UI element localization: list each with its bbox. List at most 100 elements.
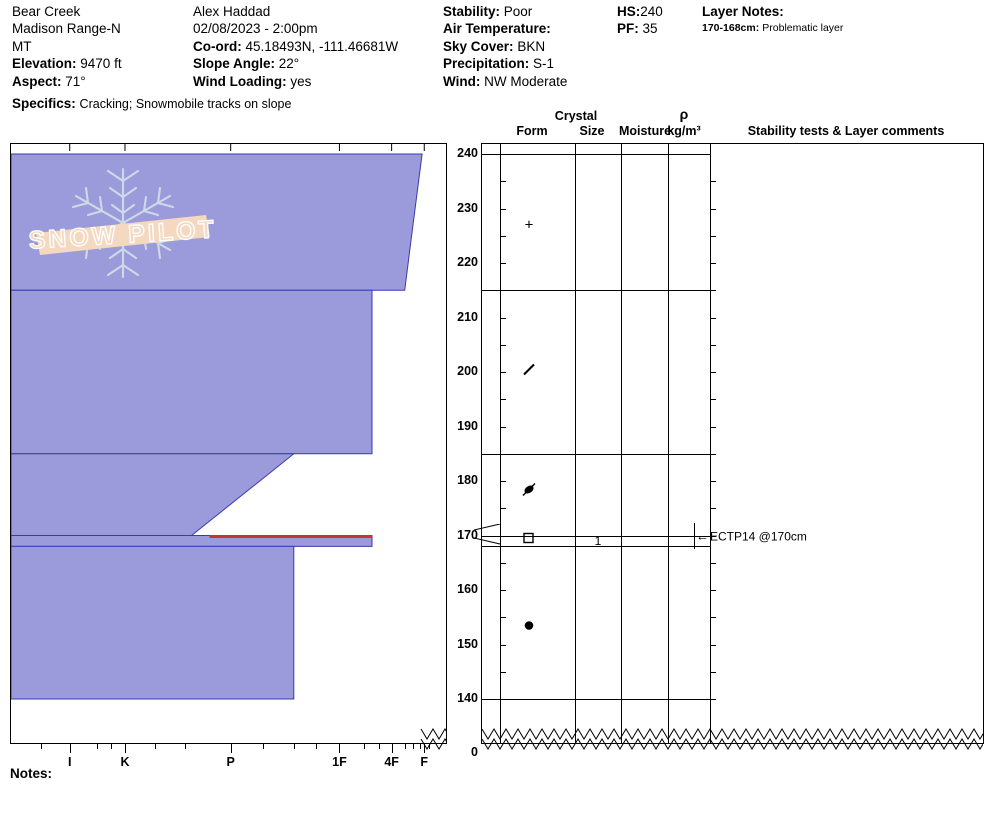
depth-label-140: 140 (457, 691, 478, 705)
crystal-symbol-faceted-crystals (523, 532, 536, 550)
density-depth-tick (710, 617, 716, 619)
density-depth-tick (710, 208, 716, 210)
layer-notes-title: Layer Notes: (702, 4, 784, 19)
column-title-density-symbol: ρ (679, 106, 689, 122)
table-depth-tick (500, 208, 506, 210)
aspect-row: Aspect: 71° (12, 73, 86, 89)
elevation-row: Elevation: 9470 ft (12, 56, 122, 72)
snow-layer-2 (10, 453, 296, 536)
table-column-rule-3 (668, 144, 669, 743)
depth-label-200: 200 (457, 364, 478, 378)
table-column-rule-0 (500, 144, 501, 743)
layer-boundary-185 (482, 453, 710, 455)
layer-boundary-240 (482, 154, 710, 155)
plot-axis-break-zigzag (420, 728, 446, 750)
hardness-tick (339, 744, 341, 753)
profile-header: Bear Creek Madison Range-N MT Elevation:… (0, 0, 994, 115)
hardness-axis: I K P 1F 4F F (10, 744, 448, 774)
axis-break-zigzag (482, 728, 983, 750)
table-column-rule-2 (621, 144, 622, 743)
coordinates-row: Co-ord: 45.18493N, -111.46681W (193, 38, 399, 54)
stability-test-label: ←ECTP14 @170cm (696, 528, 807, 543)
table-depth-tick (500, 671, 506, 673)
depth-label-160: 160 (457, 582, 478, 596)
crystal-symbol-rounded-grains (523, 619, 536, 637)
density-depth-tick (710, 344, 716, 346)
depth-label-150: 150 (457, 636, 478, 651)
snow-layer-1 (10, 289, 373, 455)
header-layer-notes-column: Layer Notes: 170-168cm: Problematic laye… (702, 3, 843, 34)
depth-label-230: 230 (457, 200, 478, 215)
table-depth-tick (500, 590, 506, 591)
site-name: Bear Creek (12, 4, 81, 19)
density-depth-tick (710, 671, 716, 673)
header-conditions-column: Stability: Poor Air Temperature: Sky Cov… (443, 3, 567, 90)
table-depth-tick (500, 508, 506, 510)
depth-label-210: 210 (457, 309, 478, 324)
depth-label-180: 180 (457, 473, 478, 487)
air-temperature-row: Air Temperature: (443, 21, 551, 37)
header-observation-column: Alex Haddad 02/08/2023 - 2:00pm Co-ord: … (193, 3, 398, 90)
hardness-tick (185, 744, 186, 749)
hardness-tick (364, 744, 366, 749)
hardness-label-4f: 4F (384, 755, 399, 769)
hardness-tick (424, 744, 426, 753)
table-depth-tick (500, 399, 506, 401)
pf-row: PF: 35 (617, 21, 658, 37)
density-depth-tick (710, 453, 716, 455)
hardness-profile-plot (10, 143, 447, 750)
crystal-symbol-rounded-grains-mixed (522, 482, 536, 501)
density-depth-tick (710, 562, 716, 564)
hardness-label-1f: 1F (332, 755, 347, 769)
table-depth-tick (500, 481, 506, 482)
observation-datetime: 02/08/2023 - 2:00pm (193, 21, 318, 37)
table-depth-tick (500, 290, 506, 292)
grain-size-value: 1 (594, 533, 602, 548)
thin-layer-leader-lines (474, 524, 501, 545)
range-name: Madison Range-N (12, 21, 121, 37)
column-title-size: Size (579, 124, 605, 138)
crystal-symbol-precipitation-particles: + (524, 216, 534, 234)
table-depth-tick (500, 426, 506, 428)
state-name: MT (12, 38, 32, 54)
layer-table: +1 ←ECTP14 @170cm (474, 143, 984, 750)
density-depth-tick (710, 263, 716, 264)
density-depth-tick (710, 699, 716, 700)
precipitation-row: Precipitation: S-1 (443, 56, 555, 72)
density-depth-tick (710, 535, 716, 537)
depth-label-170: 170 (457, 527, 478, 542)
table-depth-tick (500, 562, 506, 564)
hardness-tick (391, 744, 393, 753)
wind-loading-row: Wind Loading: yes (193, 73, 312, 89)
snow-layer-4 (10, 545, 295, 700)
header-location-column: Bear Creek Madison Range-N MT Elevation:… (12, 3, 122, 90)
snow-layer-0 (10, 153, 423, 291)
table-depth-tick (500, 699, 506, 700)
hardness-tick (413, 744, 415, 749)
column-title-density-units: kg/m³ (667, 124, 701, 138)
table-depth-tick (500, 263, 506, 264)
hardness-label-k: K (120, 755, 130, 769)
wind-row: Wind: NW Moderate (443, 73, 568, 89)
density-depth-tick (710, 590, 716, 591)
hs-row: HS:240 (617, 4, 663, 19)
density-depth-tick (710, 181, 716, 183)
hardness-tick (111, 744, 113, 749)
hardness-label-p: P (226, 755, 235, 769)
table-depth-tick (500, 372, 506, 373)
layer-boundary-170 (482, 535, 710, 537)
layer-boundary-215 (482, 290, 710, 292)
density-depth-tick (710, 290, 716, 292)
table-depth-tick (500, 181, 506, 183)
hardness-tick (124, 744, 126, 753)
hardness-tick (419, 744, 421, 749)
density-depth-tick (710, 317, 716, 319)
depth-label-220: 220 (457, 255, 478, 269)
table-depth-tick (500, 317, 506, 319)
depth-label-190: 190 (457, 418, 478, 433)
sky-cover-row: Sky Cover: BKN (443, 38, 546, 54)
column-title-form: Form (516, 124, 548, 138)
density-depth-tick (710, 426, 716, 428)
specifics-row: Specifics: Cracking; Snowmobile tracks o… (12, 96, 292, 111)
hardness-label-f: F (420, 755, 429, 769)
